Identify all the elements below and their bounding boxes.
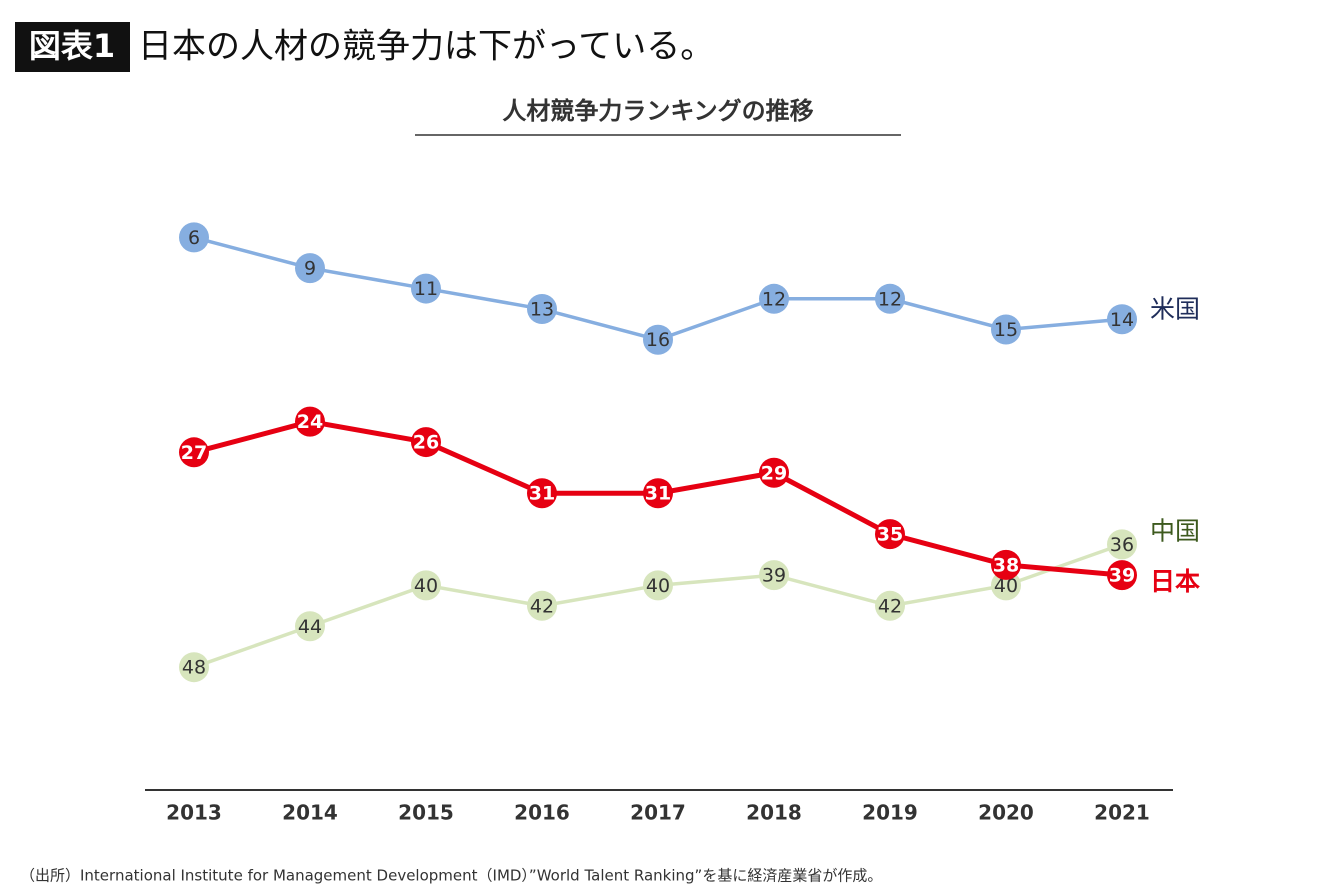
data-label: 40 — [646, 575, 670, 597]
badge: 図表1 — [29, 27, 115, 65]
point — [179, 437, 209, 468]
data-label: 39 — [1109, 565, 1135, 587]
x-tick-label: 2015 — [398, 801, 454, 825]
data-label: 14 — [1110, 309, 1134, 331]
point — [295, 253, 325, 284]
data-label: 31 — [645, 483, 671, 505]
point — [643, 478, 673, 509]
data-label: 44 — [298, 616, 322, 638]
series-line — [193, 235, 1123, 342]
data-label: 27 — [181, 442, 207, 464]
point — [643, 324, 673, 355]
x-tick-label: 2016 — [514, 801, 570, 825]
data-label: 6 — [188, 227, 200, 249]
data-label: 24 — [297, 411, 323, 433]
point — [295, 406, 325, 437]
data-label: 35 — [877, 524, 903, 546]
x-tick-label: 2013 — [166, 801, 222, 825]
data-label: 16 — [646, 329, 670, 351]
point — [411, 570, 441, 601]
data-label: 38 — [993, 554, 1019, 576]
legend-label: 日本 — [1150, 567, 1200, 596]
x-tick-label: 2017 — [630, 801, 686, 825]
point — [759, 457, 789, 488]
data-label: 15 — [994, 319, 1018, 341]
data-label: 31 — [529, 483, 555, 505]
data-label: 39 — [762, 565, 786, 587]
data-label: 13 — [530, 299, 554, 321]
point — [759, 560, 789, 591]
point — [295, 611, 325, 642]
point — [759, 283, 789, 314]
data-label: 48 — [182, 657, 206, 679]
point — [1107, 560, 1137, 591]
badge-box — [15, 22, 130, 72]
data-label: 12 — [762, 288, 786, 310]
data-label: 42 — [530, 595, 554, 617]
point — [527, 478, 557, 509]
point — [527, 590, 557, 621]
x-tick-label: 2018 — [746, 801, 802, 825]
point — [875, 519, 905, 550]
point — [643, 570, 673, 601]
headline: 日本の人材の競争力は下がっている。 — [138, 27, 714, 67]
data-label: 40 — [414, 575, 438, 597]
point — [875, 283, 905, 314]
point — [179, 222, 209, 253]
legend-label: 中国 — [1150, 516, 1200, 545]
chart-title: 人材競争力ランキングの推移 — [502, 97, 813, 125]
data-label: 29 — [761, 462, 787, 484]
x-tick-label: 2021 — [1094, 801, 1150, 825]
point — [991, 549, 1021, 580]
series-line — [193, 542, 1123, 669]
point — [527, 294, 557, 325]
data-label: 11 — [414, 278, 438, 300]
point — [1107, 529, 1137, 560]
point — [411, 273, 441, 304]
data-label: 36 — [1110, 534, 1134, 556]
x-tick-label: 2020 — [978, 801, 1034, 825]
data-label: 26 — [413, 432, 439, 454]
data-label: 40 — [994, 575, 1018, 597]
point — [179, 652, 209, 683]
data-label: 12 — [878, 288, 902, 310]
x-tick-label: 2019 — [862, 801, 918, 825]
source-note: （出所）International Institute for Manageme… — [20, 867, 882, 885]
x-tick-label: 2014 — [282, 801, 338, 825]
point — [991, 314, 1021, 345]
point — [875, 590, 905, 621]
data-label: 42 — [878, 595, 902, 617]
data-label: 9 — [304, 258, 316, 280]
legend-label: 米国 — [1150, 294, 1200, 323]
point — [1107, 304, 1137, 335]
point — [411, 427, 441, 458]
